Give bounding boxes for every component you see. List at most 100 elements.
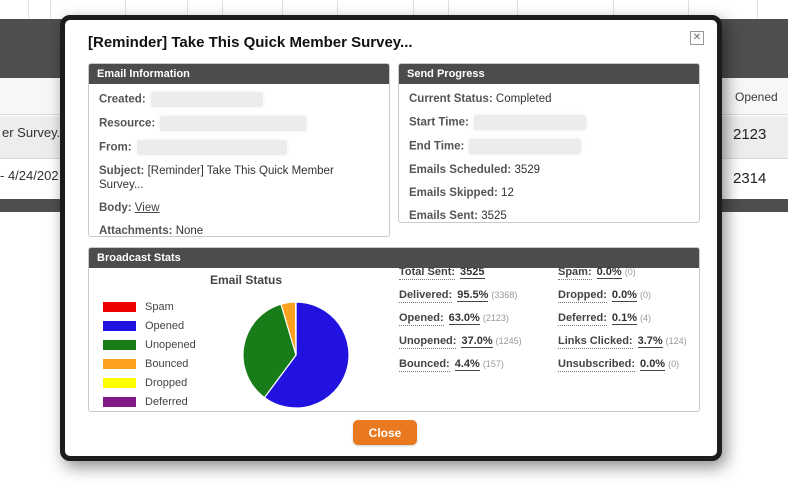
close-icon[interactable]: ✕ bbox=[690, 31, 704, 45]
stat-count: (0) bbox=[668, 359, 680, 369]
stat-value-link[interactable]: 63.0% bbox=[448, 312, 480, 325]
stat-count: (1245) bbox=[495, 336, 522, 346]
stat-value-link[interactable]: 0.1% bbox=[611, 312, 637, 325]
from-label: From: bbox=[99, 141, 132, 154]
legend-item-deferred: Deferred bbox=[103, 392, 196, 411]
stat-value-link[interactable]: 0.0% bbox=[596, 266, 622, 279]
stat-count: (4) bbox=[639, 313, 651, 323]
stat-count: (0) bbox=[624, 267, 636, 277]
emails-scheduled-value: 3529 bbox=[514, 164, 541, 176]
legend-label: Unopened bbox=[145, 338, 196, 351]
stat-value-link[interactable]: 4.4% bbox=[454, 358, 480, 371]
legend-label: Opened bbox=[145, 319, 185, 332]
field-emails-scheduled: Emails Scheduled: 3529 bbox=[409, 163, 689, 177]
column-header-opened: Opened bbox=[735, 90, 778, 104]
pie-chart-title: Email Status bbox=[209, 273, 283, 287]
close-button[interactable]: Close bbox=[353, 420, 417, 445]
stats-column-right: Spam: 0.0% (0) Dropped: 0.0% (0) Deferred: 0.… bbox=[558, 266, 698, 381]
field-attachments: Attachments: None bbox=[99, 224, 379, 238]
table-cell-subject-partial: er Survey. bbox=[2, 125, 61, 140]
stat-value-link[interactable]: 0.0% bbox=[640, 358, 666, 371]
stat-count: (3368) bbox=[491, 290, 518, 300]
field-subject: Subject: [Reminder] Take This Quick Memb… bbox=[99, 164, 351, 192]
legend-label: Deferred bbox=[145, 395, 188, 408]
emails-sent-label: Emails Sent: bbox=[409, 210, 479, 222]
email-information-header: Email Information bbox=[89, 64, 389, 84]
end-time-label: End Time: bbox=[409, 140, 465, 153]
stat-unsubscribed: Unsubscribed: 0.0% (0) bbox=[558, 358, 698, 381]
email-information-panel: Email Information Created: Resource: Fro… bbox=[88, 63, 390, 237]
emails-skipped-value: 12 bbox=[501, 187, 514, 199]
stat-bounced: Bounced: 4.4% (157) bbox=[399, 358, 554, 381]
emails-skipped-label: Emails Skipped: bbox=[409, 187, 498, 199]
resource-value-redacted bbox=[160, 116, 307, 131]
stat-label: Dropped: bbox=[558, 289, 607, 303]
column-divider bbox=[688, 0, 689, 19]
stat-label: Delivered: bbox=[399, 289, 453, 303]
broadcast-details-modal: [Reminder] Take This Quick Member Survey… bbox=[60, 15, 722, 461]
stat-label: Unsubscribed: bbox=[558, 358, 636, 372]
subject-label: Subject: bbox=[99, 165, 145, 177]
current-status-value: Completed bbox=[495, 93, 552, 105]
column-divider bbox=[50, 0, 51, 19]
stat-label: Deferred: bbox=[558, 312, 607, 326]
legend-swatch-spam bbox=[103, 301, 136, 312]
end-time-value-redacted bbox=[469, 139, 582, 154]
field-emails-sent: Emails Sent: 3525 bbox=[409, 209, 689, 223]
column-divider bbox=[337, 0, 338, 19]
field-end-time: End Time: bbox=[409, 139, 689, 154]
field-resource: Resource: bbox=[99, 116, 379, 131]
stats-column-left: Total Sent: 3525 Delivered: 95.5% (3368) Op… bbox=[399, 266, 554, 381]
body-label: Body: bbox=[99, 202, 132, 214]
legend-label: Spam bbox=[145, 300, 174, 313]
stat-value-link[interactable]: 0.0% bbox=[611, 289, 637, 302]
send-progress-header: Send Progress bbox=[399, 64, 699, 84]
legend-swatch-bounced bbox=[103, 358, 136, 369]
broadcast-stats-header: Broadcast Stats bbox=[89, 248, 699, 268]
legend-item-unopened: Unopened bbox=[103, 335, 196, 354]
pie-slice-opened bbox=[263, 301, 350, 409]
field-from: From: bbox=[99, 140, 379, 155]
legend-item-opened: Opened bbox=[103, 316, 196, 335]
stat-label: Links Clicked: bbox=[558, 335, 633, 349]
resource-label: Resource: bbox=[99, 117, 156, 130]
stat-label: Bounced: bbox=[399, 358, 450, 372]
column-divider bbox=[125, 0, 126, 19]
stat-spam: Spam: 0.0% (0) bbox=[558, 266, 698, 289]
stat-label: Spam: bbox=[558, 266, 592, 280]
column-divider bbox=[222, 0, 223, 19]
email-status-pie-chart bbox=[242, 301, 350, 409]
legend-item-spam: Spam bbox=[103, 297, 196, 316]
start-time-value-redacted bbox=[473, 115, 586, 130]
legend-swatch-opened bbox=[103, 320, 136, 331]
stat-total-sent: Total Sent: 3525 bbox=[399, 266, 554, 289]
stat-value-link[interactable]: 3525 bbox=[460, 266, 485, 279]
stat-count: (124) bbox=[665, 336, 687, 346]
stat-delivered: Delivered: 95.5% (3368) bbox=[399, 289, 554, 312]
background-table-grid bbox=[0, 0, 788, 19]
field-start-time: Start Time: bbox=[409, 115, 689, 130]
legend-swatch-deferred bbox=[103, 396, 136, 407]
modal-title: [Reminder] Take This Quick Member Survey… bbox=[88, 34, 413, 51]
stat-label: Unopened: bbox=[399, 335, 457, 349]
created-value-redacted bbox=[150, 92, 263, 107]
stat-count: (2123) bbox=[482, 313, 509, 323]
subject-value: [Reminder] Take This Quick Member Survey… bbox=[99, 165, 334, 191]
column-divider bbox=[187, 0, 188, 19]
pie-slice-unopened bbox=[242, 303, 297, 399]
stat-value-link[interactable]: 3.7% bbox=[637, 335, 663, 348]
stat-unopened: Unopened: 37.0% (1245) bbox=[399, 335, 554, 358]
body-view-link[interactable]: View bbox=[134, 202, 160, 214]
current-status-label: Current Status: bbox=[409, 93, 493, 105]
table-cell-opened-count: 2123 bbox=[733, 126, 767, 143]
pie-chart-legend: Spam Opened Unopened Bounced Dropped bbox=[103, 297, 196, 411]
field-emails-skipped: Emails Skipped: 12 bbox=[409, 186, 689, 200]
start-time-label: Start Time: bbox=[409, 116, 469, 129]
stat-value-link[interactable]: 95.5% bbox=[457, 289, 489, 302]
legend-swatch-dropped bbox=[103, 377, 136, 388]
column-divider bbox=[757, 0, 758, 19]
stat-label: Total Sent: bbox=[399, 266, 456, 280]
stat-deferred: Deferred: 0.1% (4) bbox=[558, 312, 698, 335]
legend-item-bounced: Bounced bbox=[103, 354, 196, 373]
stat-value-link[interactable]: 37.0% bbox=[461, 335, 493, 348]
